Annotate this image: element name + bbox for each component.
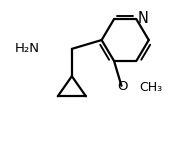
- Text: CH₃: CH₃: [140, 81, 163, 94]
- Text: N: N: [138, 11, 148, 26]
- Text: O: O: [117, 80, 128, 93]
- Text: H₂N: H₂N: [15, 42, 40, 55]
